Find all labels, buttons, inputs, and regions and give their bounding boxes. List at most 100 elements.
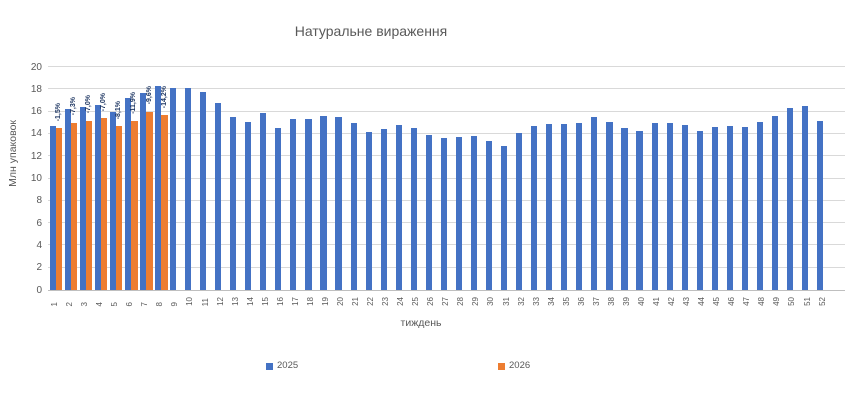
y-tick-12: 12 [30, 150, 42, 162]
bar-2025-week-51 [802, 106, 809, 290]
y-tick-20: 20 [30, 61, 42, 73]
x-label-week-16: 16 [276, 293, 285, 311]
bar-2025-week-5 [109, 111, 116, 290]
x-label-week-34: 34 [547, 293, 556, 311]
y-tick-0: 0 [36, 284, 42, 296]
x-label-text: 3 [80, 301, 90, 306]
x-label-text: 16 [275, 297, 285, 306]
x-label-week-28: 28 [456, 293, 465, 311]
bar-2025-week-2 [64, 109, 71, 290]
bar-2025-week-52 [817, 120, 824, 290]
x-label-text: 11 [200, 297, 210, 306]
x-label-week-43: 43 [682, 293, 691, 311]
gridline-y16 [48, 110, 845, 112]
x-label-text: 23 [381, 297, 391, 306]
bar-2025-week-13 [230, 117, 237, 290]
bar-2025-week-23 [380, 129, 387, 290]
x-label-text: 12 [215, 297, 225, 306]
x-label-text: 20 [335, 297, 345, 306]
x-label-week-20: 20 [336, 293, 345, 311]
x-label-week-2: 2 [65, 293, 74, 311]
bar-2025-week-29 [470, 136, 478, 290]
legend-swatch-2026 [498, 362, 505, 370]
x-label-text: 25 [411, 297, 421, 306]
bar-2025-week-4 [94, 104, 101, 290]
x-label-text: 24 [396, 297, 406, 306]
x-label-week-25: 25 [411, 293, 420, 311]
x-label-text: 36 [576, 297, 586, 306]
chart-title: Натуральне вираження [294, 23, 448, 39]
x-label-week-15: 15 [261, 293, 270, 311]
x-label-week-13: 13 [231, 293, 240, 311]
x-label-text: 43 [682, 297, 692, 306]
bar-2025-week-3 [79, 107, 86, 290]
x-label-text: 34 [546, 297, 556, 306]
y-tick-16: 16 [30, 106, 42, 118]
gridline-y18 [48, 88, 845, 90]
x-label-week-1: 1 [50, 293, 59, 311]
bar-2025-week-20 [335, 117, 342, 290]
x-label-week-4: 4 [95, 293, 104, 311]
x-label-week-11: 11 [201, 293, 210, 311]
bar-2025-week-34 [546, 123, 553, 290]
bar-2025-week-45 [711, 127, 718, 290]
x-label-text: 32 [516, 297, 526, 306]
x-label-text: 46 [727, 297, 737, 306]
bar-2025-week-30 [485, 140, 493, 290]
bar-2026-week-3 [86, 120, 93, 290]
bar-2025-week-43 [681, 124, 688, 290]
x-label-text: 4 [95, 301, 105, 306]
x-label-week-18: 18 [306, 293, 315, 311]
x-label-text: 49 [772, 297, 782, 306]
data-label-text: -8,1% [115, 100, 123, 120]
bar-2025-week-31 [501, 146, 508, 290]
x-label-week-38: 38 [607, 293, 616, 311]
x-label-text: 50 [787, 297, 797, 306]
x-label-text: 15 [260, 297, 270, 306]
bar-2025-week-25 [410, 128, 417, 290]
data-label-text: -7,0% [100, 93, 108, 112]
x-label-week-41: 41 [652, 293, 661, 311]
bar-2025-week-33 [531, 126, 538, 290]
x-label-text: 1 [50, 301, 59, 306]
bar-2026-week-6 [131, 120, 138, 290]
x-label-week-19: 19 [321, 293, 330, 311]
data-label-week-6: -11,9% [129, 92, 138, 119]
x-label-week-27: 27 [441, 293, 450, 311]
bar-2025-week-28 [455, 137, 463, 290]
bar-2025-week-14 [245, 121, 252, 290]
data-label-text: -1,5% [55, 103, 63, 122]
x-label-text: 39 [621, 297, 631, 306]
bar-2025-week-22 [365, 131, 372, 290]
x-label-text: 48 [757, 297, 767, 306]
x-label-week-49: 49 [772, 293, 781, 311]
bar-2025-week-49 [771, 116, 779, 290]
x-label-text: 22 [366, 297, 376, 306]
y-tick-8: 8 [36, 195, 42, 207]
x-label-text: 28 [456, 297, 466, 306]
x-label-week-33: 33 [532, 293, 541, 311]
x-label-text: 41 [652, 297, 661, 306]
y-axis-ticks: 0 2 4 6 8 10 12 14 16 18 20 [14, 62, 42, 296]
x-label-text: 6 [125, 301, 135, 306]
bar-2025-week-47 [741, 127, 748, 290]
bar-2025-week-39 [621, 128, 628, 290]
bar-2025-week-36 [576, 122, 583, 290]
x-label-text: 51 [802, 297, 812, 306]
data-label-week-5: -8,1% [114, 101, 123, 124]
bar-2025-week-40 [636, 130, 643, 290]
x-label-week-12: 12 [216, 293, 225, 311]
x-label-text: 26 [426, 297, 436, 306]
x-label-text: 44 [697, 297, 707, 306]
bar-2025-week-10 [184, 88, 192, 290]
x-label-text: 45 [712, 297, 722, 306]
x-axis-labels: 1 2 3 4 5 6 7 8 9 10 11 12 13 14 15 16 17 18 19 20 21 22 23 24 2… [48, 293, 845, 311]
x-label-week-45: 45 [712, 293, 721, 311]
x-label-week-22: 22 [366, 293, 375, 311]
x-label-text: 35 [561, 297, 571, 306]
x-label-week-23: 23 [381, 293, 390, 311]
x-label-text: 7 [140, 301, 150, 306]
x-label-text: 17 [290, 297, 300, 306]
bar-2025-week-1 [49, 126, 56, 290]
